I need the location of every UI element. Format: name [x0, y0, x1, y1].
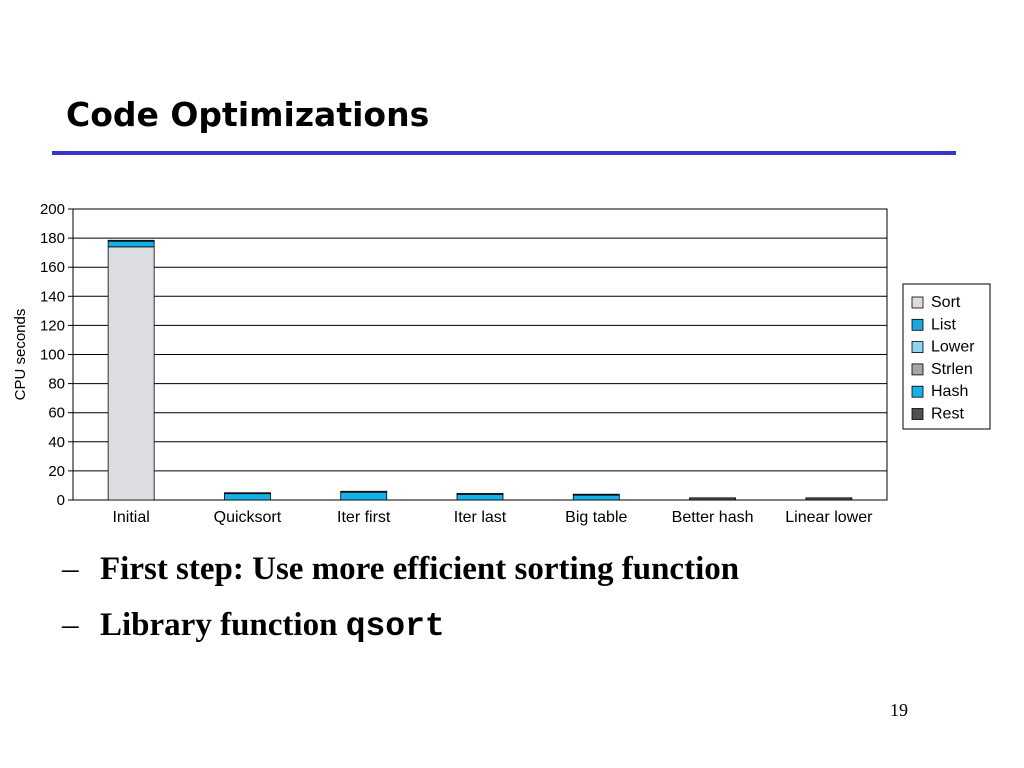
bullet-item: – First step: Use more efficient sorting … — [62, 545, 739, 601]
legend-label: Hash — [931, 383, 968, 400]
bullet-text: First step: Use more efficient sorting f… — [100, 551, 740, 587]
legend-swatch — [911, 296, 924, 309]
legend-label: Rest — [931, 406, 964, 423]
y-tick-label: 0 — [57, 492, 65, 509]
y-tick-label: 160 — [40, 259, 65, 276]
bullet-text: Library function — [100, 607, 346, 643]
slide-title: Code Optimizations — [66, 95, 430, 134]
bullet-dash: – — [62, 551, 79, 587]
y-tick-label: 20 — [48, 463, 65, 480]
x-tick-label: Better hash — [672, 509, 754, 526]
y-axis-label: CPU seconds — [12, 309, 29, 401]
y-tick-label: 60 — [48, 405, 65, 422]
x-tick-label: Iter last — [454, 509, 507, 526]
page-number: 19 — [890, 700, 908, 720]
y-tick-label: 200 — [40, 201, 65, 218]
bar-rest — [107, 239, 155, 242]
bar-hash — [224, 493, 271, 501]
x-tick-label: Linear lower — [785, 509, 873, 526]
x-tick-label: Initial — [112, 509, 149, 526]
legend-label: Lower — [931, 339, 975, 356]
y-tick-label: 180 — [40, 230, 65, 247]
bar-rest — [805, 497, 853, 501]
cpu-seconds-bar-chart: 0 20 40 60 80 100 120 140 160 180 200 CPU seconds In… — [12, 201, 991, 526]
bar-rest — [572, 493, 620, 496]
bar-hash — [572, 494, 620, 501]
x-tick-label: Iter first — [337, 509, 391, 526]
bar-rest — [689, 497, 736, 501]
legend-label: Strlen — [931, 361, 973, 378]
bar-hash — [456, 493, 504, 501]
legend-label: List — [931, 316, 956, 333]
bar-rest — [340, 490, 388, 493]
y-tick-label: 80 — [48, 376, 65, 393]
legend-label: Sort — [931, 294, 961, 311]
bar-rest — [224, 492, 271, 495]
bullet-dash: – — [62, 607, 79, 643]
bullet-list: – First step: Use more efficient sorting … — [62, 545, 739, 657]
legend-swatch — [911, 341, 924, 354]
y-tick-label: 140 — [40, 288, 65, 305]
legend-swatch — [911, 318, 924, 331]
bar-sort — [107, 246, 155, 501]
title-underline — [52, 151, 956, 155]
legend-swatch — [911, 363, 924, 376]
bar-hash — [107, 240, 155, 248]
x-tick-label: Quicksort — [214, 509, 282, 526]
y-tick-label: 100 — [40, 347, 65, 364]
y-tick-label: 40 — [48, 434, 65, 451]
legend-swatch — [911, 408, 924, 420]
x-tick-label: Big table — [565, 509, 627, 526]
bullet-code-text: qsort — [345, 608, 445, 645]
bar-hash — [340, 491, 388, 501]
bar-rest — [456, 493, 504, 495]
y-tick-label: 120 — [40, 317, 65, 334]
bullet-item: – Library function qsort — [62, 601, 739, 657]
legend-swatch — [911, 385, 924, 398]
